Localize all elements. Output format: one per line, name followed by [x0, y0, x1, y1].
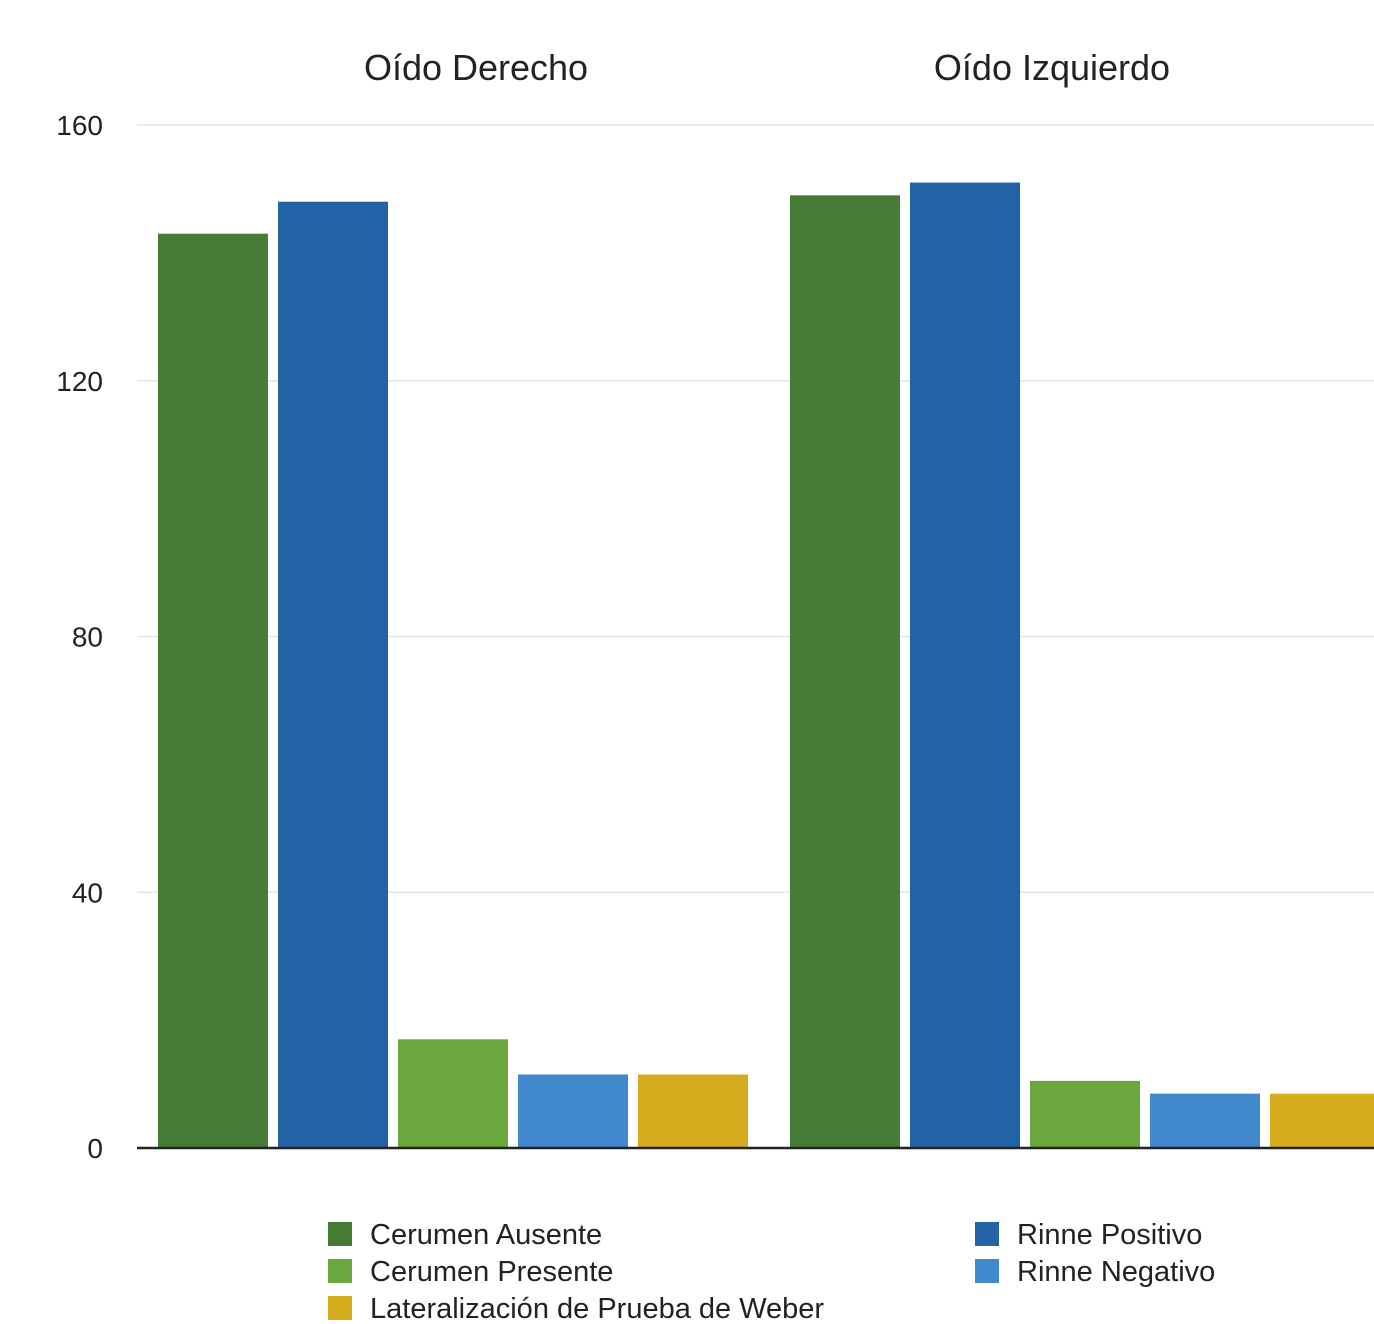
legend-swatch: [328, 1222, 352, 1246]
y-tick-label: 80: [72, 622, 103, 653]
legend-swatch: [975, 1259, 999, 1283]
bar: [518, 1074, 628, 1148]
legend-label: Cerumen Presente: [370, 1256, 613, 1288]
group-titles: Oído Derecho Oído Izquierdo: [364, 47, 1170, 88]
legend-item: Cerumen Presente: [328, 1256, 613, 1288]
legend: Cerumen Ausente Rinne Positivo Cerumen Pre…: [328, 1219, 1215, 1324]
y-tick-label: 160: [56, 110, 103, 141]
y-tick-label: 0: [87, 1133, 103, 1164]
bar: [278, 201, 388, 1149]
bar: [1030, 1080, 1140, 1148]
group-title: Oído Derecho: [364, 47, 588, 88]
y-tick-label: 120: [56, 366, 103, 397]
bar: [910, 182, 1020, 1148]
bar: [790, 195, 900, 1149]
legend-item: Lateralización de Prueba de Weber: [328, 1293, 824, 1324]
legend-item: Cerumen Ausente: [328, 1219, 602, 1251]
y-axis-ticks: 0 40 80 120 160: [56, 110, 103, 1164]
legend-label: Rinne Positivo: [1017, 1219, 1202, 1251]
bar: [158, 233, 268, 1149]
legend-label: Lateralización de Prueba de Weber: [370, 1293, 824, 1324]
legend-swatch: [328, 1259, 352, 1283]
legend-swatch: [975, 1222, 999, 1246]
bar: [1150, 1093, 1260, 1148]
legend-item: Rinne Positivo: [975, 1219, 1202, 1251]
bar: [638, 1074, 748, 1148]
legend-label: Cerumen Ausente: [370, 1219, 602, 1251]
bar: [398, 1039, 508, 1148]
legend-label: Rinne Negativo: [1017, 1256, 1215, 1288]
bar: [1270, 1093, 1374, 1148]
legend-swatch: [328, 1296, 352, 1320]
legend-item: Rinne Negativo: [975, 1256, 1215, 1288]
bars: [158, 182, 1374, 1149]
group-title: Oído Izquierdo: [934, 47, 1170, 88]
y-tick-label: 40: [72, 877, 103, 908]
